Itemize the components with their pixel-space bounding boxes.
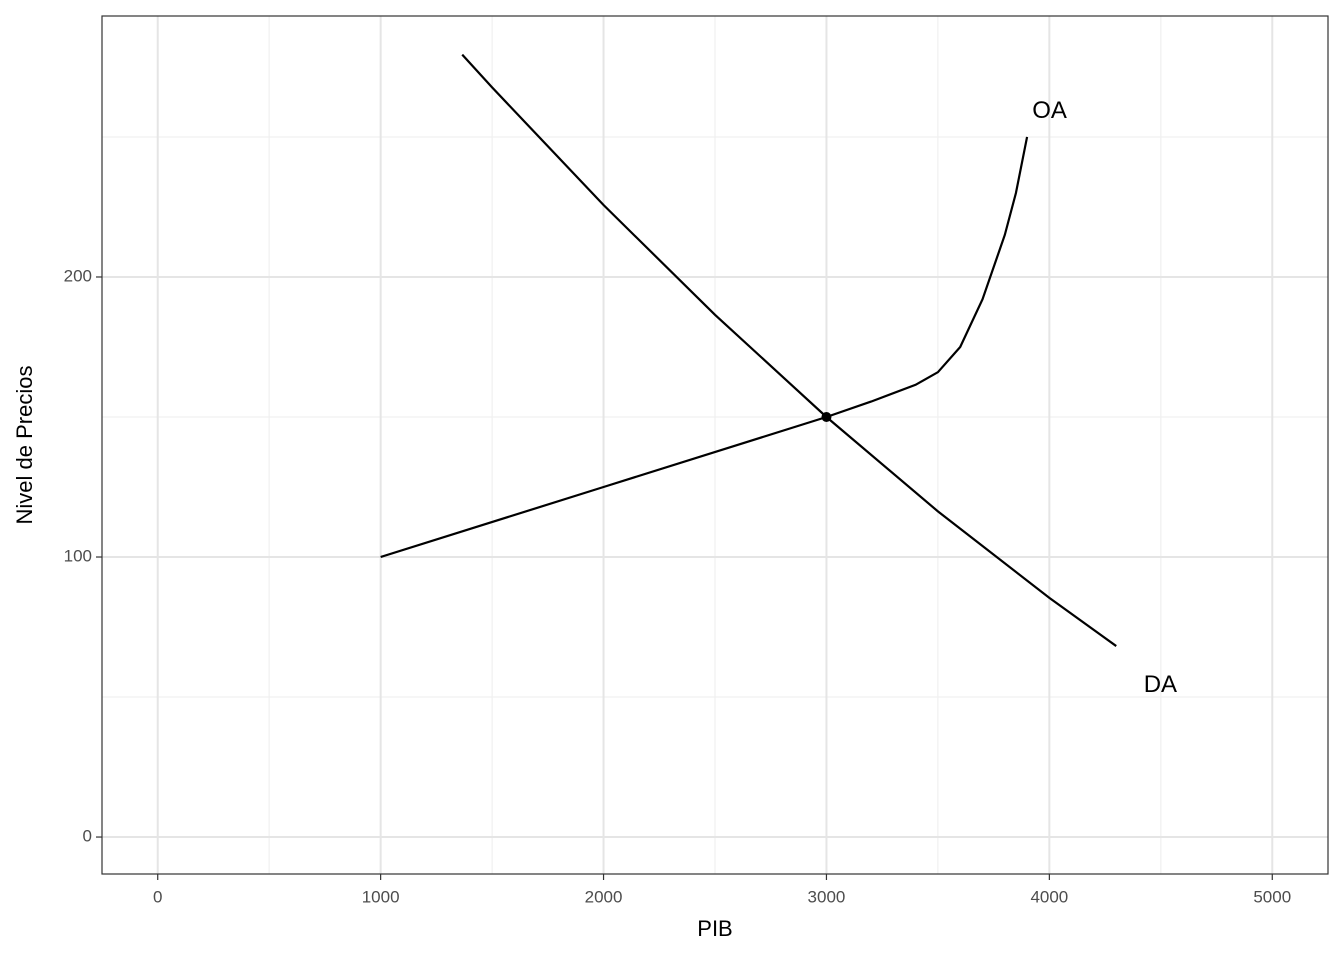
y-tick-label: 200 — [64, 266, 92, 285]
x-axis-title: PIB — [697, 916, 732, 941]
x-tick-label: 0 — [153, 887, 162, 906]
y-tick-label: 0 — [83, 827, 92, 846]
x-tick-label: 4000 — [1030, 887, 1068, 906]
curve-label: DA — [1144, 671, 1177, 698]
y-axis-title: Nivel de Precios — [12, 366, 37, 525]
equilibrium-point — [821, 411, 832, 422]
curve — [461, 53, 1117, 647]
x-tick-label: 2000 — [585, 887, 623, 906]
x-tick-label: 3000 — [808, 887, 846, 906]
curve-label: OA — [1032, 97, 1067, 124]
x-tick-label: 1000 — [362, 887, 400, 906]
curve — [380, 136, 1029, 559]
panel-border — [101, 15, 1329, 875]
y-tick-label: 100 — [64, 546, 92, 565]
x-tick-label: 5000 — [1253, 887, 1291, 906]
